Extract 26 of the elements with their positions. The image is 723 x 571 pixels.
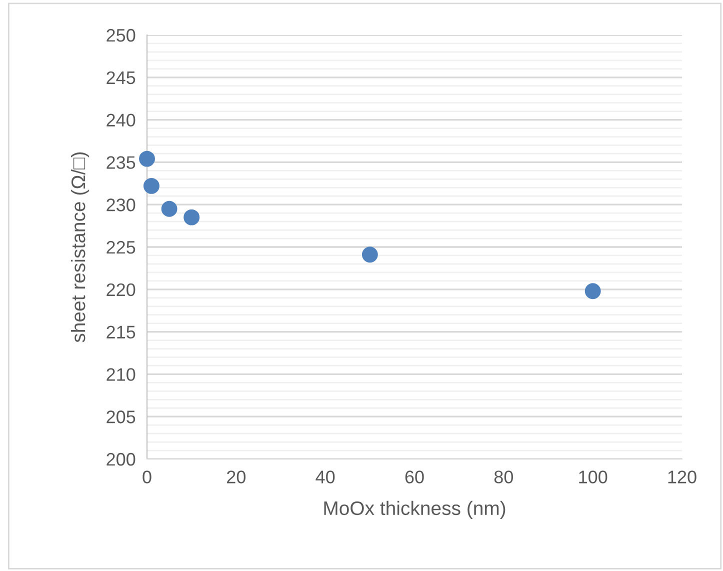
point [139,150,155,167]
y-tick-label: 215 [106,326,136,339]
x-axis-title: MoOx thickness (nm) [324,500,506,519]
point [362,246,378,263]
x-tick-label: 80 [494,470,514,484]
y-tick-label: 205 [106,410,136,424]
y-tick-label: 225 [106,240,136,254]
y-tick-label: 240 [106,114,136,127]
x-tick-label: 0 [142,470,152,484]
y-axis-title: sheet resistance (Ω/□) [70,152,90,342]
x-tick-label: 100 [579,470,608,484]
x-tick-label: 20 [227,470,246,484]
y-tick-label: 235 [106,156,136,169]
point [143,178,160,194]
point [584,283,601,300]
y-tick-label: 245 [106,71,136,84]
point [161,200,178,217]
x-tick-label: 40 [316,470,335,484]
y-tick-label: 220 [106,283,136,296]
x-tick-label: 60 [405,470,424,484]
y-tick-label: 210 [106,368,136,381]
y-tick-label: 230 [106,198,136,212]
point [184,209,200,226]
x-tick-label: 120 [668,470,696,484]
y-tick-label: 200 [106,452,136,466]
y-tick-label: 250 [106,28,136,42]
